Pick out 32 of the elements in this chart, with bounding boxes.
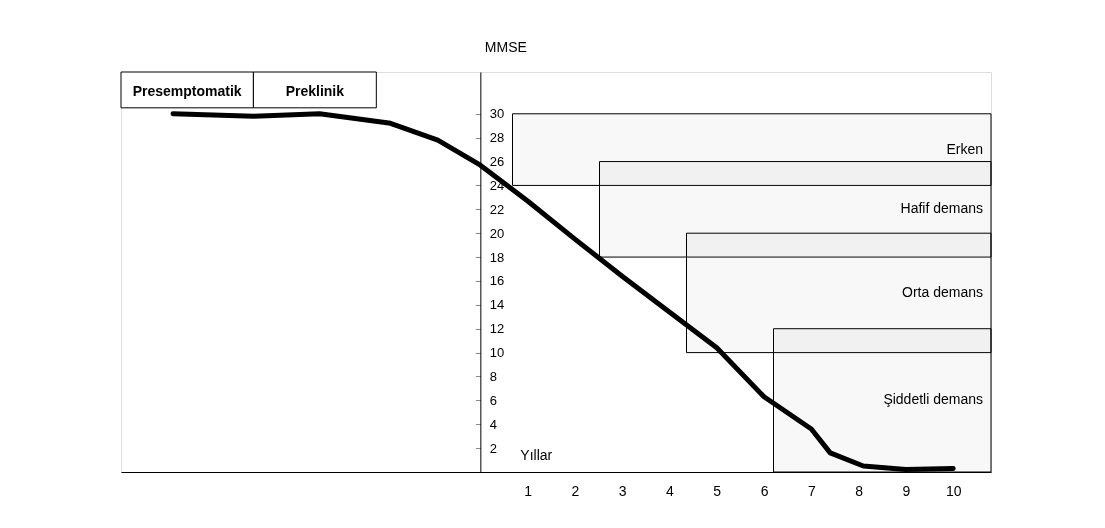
x-tick-label: 10 (945, 482, 962, 499)
x-tick-label: 4 (666, 482, 675, 499)
y-tick-label: 4 (489, 416, 498, 432)
y-tick-label: 8 (489, 368, 498, 384)
x-tick-label: 7 (807, 482, 816, 499)
y-tick-label: 6 (489, 392, 498, 408)
y-tick-label: 12 (489, 321, 505, 337)
y-tick-label: 28 (489, 130, 505, 146)
x-tick-label: 1 (524, 482, 533, 499)
x-tick-label: 5 (713, 482, 722, 499)
x-axis-title: Yıllar (520, 447, 553, 463)
band-label: Hafif demans (900, 200, 983, 217)
y-tick-label: 16 (489, 273, 505, 289)
band-label: Şiddetli demans (883, 391, 983, 408)
band-label: Presemptomatik (132, 83, 242, 99)
y-tick-label: 26 (489, 154, 505, 170)
x-tick-label: 8 (855, 482, 864, 499)
y-tick-label: 30 (489, 106, 505, 122)
band-label: Erken (946, 140, 983, 157)
band-label: Orta demans (902, 283, 983, 300)
y-tick-label: 2 (489, 440, 498, 456)
x-tick-label: 6 (760, 482, 769, 499)
y-tick-label: 10 (489, 345, 505, 361)
y-axis-title: MMSE (484, 38, 527, 55)
y-tick-label: 14 (489, 297, 505, 313)
y-tick-label: 18 (489, 249, 505, 265)
y-tick-label: 20 (489, 225, 505, 241)
x-tick-label: 2 (571, 482, 580, 499)
y-tick-label: 22 (489, 201, 505, 217)
x-tick-label: 3 (618, 482, 627, 499)
x-tick-label: 9 (902, 482, 911, 499)
band-label: Preklinik (285, 83, 345, 99)
